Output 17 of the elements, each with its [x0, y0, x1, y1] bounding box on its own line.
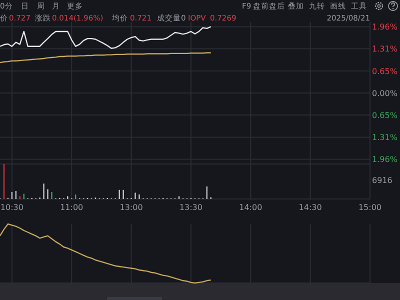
y-tick-label: 0.65%: [372, 110, 398, 120]
x-tick-label: 14:00: [239, 203, 262, 212]
line-series: [0, 26, 212, 49]
x-tick-label: 15:00: [358, 203, 382, 212]
x-tick-label: 11:00: [60, 203, 84, 212]
y-tick-label: 0.00%: [372, 88, 398, 98]
x-tick-label: 14:30: [298, 203, 322, 212]
x-tick-label: 13:30: [179, 203, 202, 212]
y-tick-label: 1.31%: [372, 44, 398, 54]
line-series: [0, 52, 212, 64]
x-tick-label: 10:30: [0, 203, 24, 212]
x-tick-label: 13:00: [120, 203, 143, 212]
y-tick-label: 1.96%: [372, 22, 398, 32]
y-tick-label: 1.96%: [372, 155, 398, 164]
text: 6916: [372, 176, 392, 185]
y-tick-label: 1.31%: [372, 133, 398, 142]
y-tick-label: 0.65%: [372, 66, 398, 76]
